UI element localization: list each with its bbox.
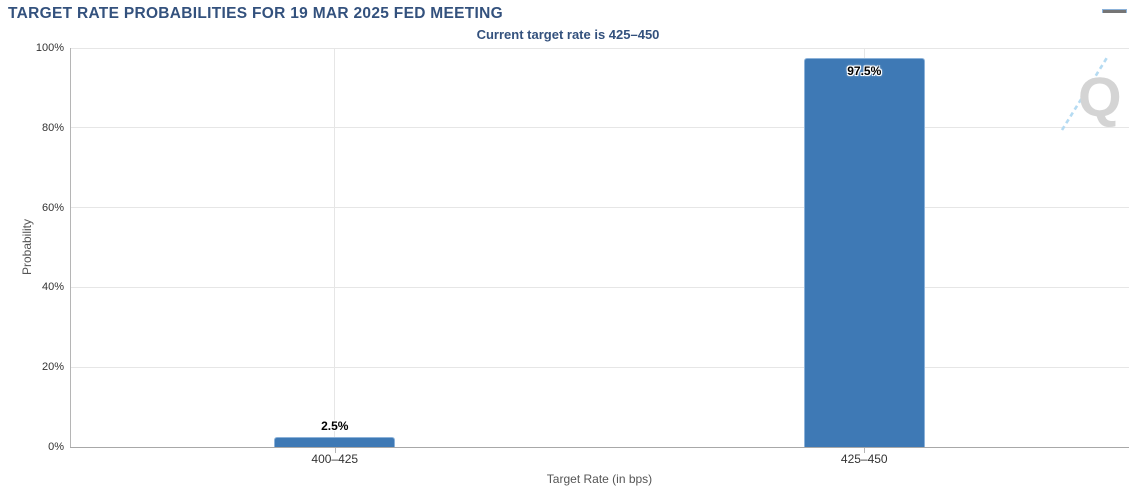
chart-title: TARGET RATE PROBABILITIES FOR 19 MAR 202…	[8, 5, 504, 22]
h-gridline	[70, 47, 1129, 49]
chart-subtitle: Current target rate is 425–450	[476, 27, 660, 42]
x-tick-label: 425–450	[840, 452, 888, 466]
x-tick-label: 400–425	[311, 452, 359, 466]
x-axis-line	[70, 447, 1129, 448]
x-tick-mark	[334, 448, 336, 453]
plot-area	[70, 47, 1129, 447]
h-gridline	[70, 286, 1129, 288]
y-tick-label: 80%	[41, 121, 64, 134]
bar-value-label: 97.5%	[847, 63, 882, 78]
y-tick-label: 40%	[41, 281, 64, 294]
probability-bar[interactable]	[274, 437, 396, 447]
x-axis-title: Target Rate (in bps)	[546, 472, 653, 486]
bar-value-label: 2.5%	[321, 419, 349, 434]
y-axis-line	[70, 48, 71, 447]
y-axis-title: Probability	[20, 218, 35, 276]
y-tick-label: 20%	[41, 361, 64, 374]
hamburger-menu-icon[interactable]	[1102, 9, 1127, 28]
x-tick-mark	[864, 448, 866, 453]
y-tick-label: 100%	[35, 42, 64, 54]
hamburger-bar	[1102, 9, 1127, 13]
y-tick-label: 60%	[41, 201, 64, 214]
h-gridline	[70, 127, 1129, 129]
probability-bar[interactable]	[803, 57, 925, 447]
h-gridline	[70, 207, 1129, 209]
v-gridline	[334, 48, 336, 447]
h-gridline	[70, 366, 1129, 368]
y-tick-label: 0%	[48, 441, 64, 453]
